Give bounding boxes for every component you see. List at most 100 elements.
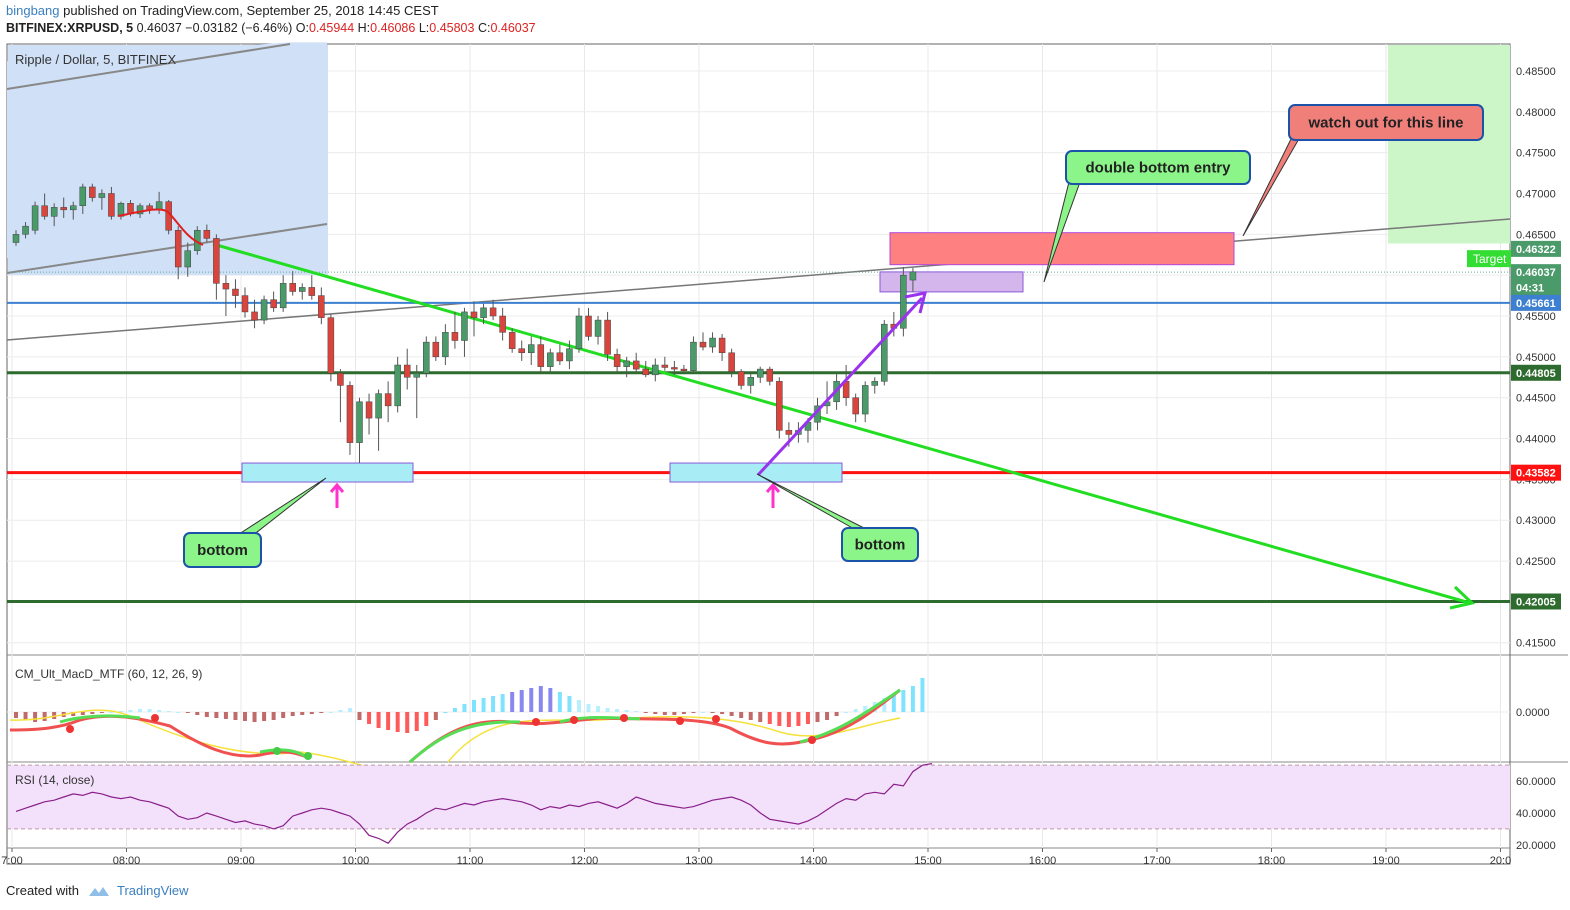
- low-value: 0.45803: [429, 21, 475, 35]
- candle-body: [528, 344, 535, 354]
- price-tick-label: 0.44500: [1516, 393, 1556, 405]
- candle-body: [365, 401, 373, 419]
- author-link[interactable]: bingbang: [6, 3, 60, 18]
- macd-histogram-bar: [777, 712, 782, 726]
- macd-histogram-bar: [109, 712, 114, 713]
- macd-histogram-bar: [195, 712, 200, 715]
- price-level-label: 0.46037: [1516, 267, 1556, 279]
- close-value: 0.46037: [490, 21, 536, 35]
- price-level-badge: [1511, 464, 1561, 481]
- low-label: L:: [418, 21, 430, 35]
- macd-histogram-bar: [252, 712, 257, 722]
- macd-histogram-bar: [433, 712, 438, 720]
- macd-histogram-bar: [805, 712, 810, 724]
- macd-histogram-bar: [834, 712, 839, 716]
- rsi-band: [8, 765, 1510, 829]
- time-tick-label: 12:00: [571, 855, 599, 867]
- candle-body: [652, 364, 659, 376]
- price-tick-label: 0.45500: [1516, 311, 1556, 323]
- watch-callout-box: [1288, 104, 1484, 141]
- bottom-callout-right-box: [841, 527, 919, 562]
- down-trendline-arrowhead: [1449, 585, 1476, 610]
- candle-body: [337, 372, 344, 386]
- candle-body: [384, 393, 392, 407]
- tradingview-link[interactable]: TradingView: [116, 883, 189, 898]
- candle-body: [709, 337, 716, 348]
- candle-body: [432, 341, 440, 358]
- candle-body: [308, 287, 316, 296]
- candle-body: [413, 372, 420, 378]
- candle-body: [690, 341, 697, 371]
- rsi-title: RSI (14, close): [15, 773, 94, 787]
- candle-body: [442, 332, 449, 358]
- candle-body: [423, 341, 430, 374]
- candle-body: [136, 205, 144, 215]
- macd-histogram-bar: [157, 710, 162, 712]
- candle-body: [575, 315, 583, 349]
- macd-histogram-bar: [691, 712, 696, 713]
- publish-info: published on TradingView.com, September …: [63, 3, 439, 18]
- macd-histogram-bar: [176, 712, 181, 713]
- candle-body: [718, 337, 726, 354]
- candle-body: [12, 234, 20, 243]
- candle-body: [747, 377, 754, 386]
- macd-histogram-bar: [243, 712, 247, 721]
- price-level-label: 0.46322: [1516, 244, 1556, 256]
- candle-body: [50, 207, 58, 217]
- candle-body: [279, 283, 287, 309]
- macd-histogram-bar: [605, 708, 610, 712]
- candle-body: [852, 397, 859, 415]
- macd-histogram-bar: [357, 712, 362, 720]
- macd-histogram-bar: [328, 712, 333, 713]
- price-level-badge: [1511, 240, 1561, 257]
- candle-body: [260, 299, 268, 321]
- target-label: Target: [1473, 252, 1507, 266]
- entry-callout-box: [1065, 150, 1251, 185]
- macd-histogram-bar: [901, 690, 906, 712]
- time-tick-label: 20:0: [1490, 855, 1511, 867]
- time-tick-label: 16:00: [1029, 855, 1057, 867]
- candle-body: [518, 348, 525, 354]
- candle-body: [60, 207, 67, 211]
- time-tick-label: 11:00: [457, 855, 484, 867]
- macd-histogram-bar: [853, 709, 858, 712]
- macd-histogram-bar: [300, 712, 305, 715]
- macd-histogram-bar: [624, 710, 629, 712]
- price-tick-label: 0.48000: [1516, 107, 1556, 119]
- candle-body: [728, 352, 735, 372]
- macd-histogram-bar: [615, 709, 620, 712]
- candle-body: [375, 393, 382, 419]
- candle-body: [289, 283, 296, 292]
- open-value: 0.45944: [308, 21, 355, 35]
- macd-cross-dot: [808, 736, 816, 744]
- candle-body: [776, 381, 783, 431]
- publish-header: bingbang published on TradingView.com, S…: [6, 3, 439, 18]
- high-value: 0.46086: [370, 21, 416, 35]
- candle-body: [537, 344, 545, 367]
- price-level-badge: [1511, 264, 1561, 281]
- macd-histogram-bar: [52, 712, 57, 719]
- price-tick-label: 0.42500: [1516, 556, 1556, 568]
- bottom-zone-left: [241, 462, 414, 483]
- macd-histogram-bar: [557, 692, 562, 712]
- rally-arrow: [756, 296, 924, 477]
- macd-histogram-bar: [42, 712, 47, 721]
- close-label: C:: [477, 21, 491, 35]
- macd-histogram-bar: [118, 711, 123, 712]
- macd-histogram-bar: [99, 712, 104, 713]
- macd-histogram-bar: [367, 712, 372, 724]
- time-tick-label: 15:00: [914, 855, 942, 867]
- candle-body: [671, 367, 678, 370]
- macd-line: [9, 688, 901, 764]
- macd-histogram-bar: [491, 696, 496, 712]
- bottom-marker-arrowhead: [329, 482, 345, 493]
- macd-histogram-bar: [910, 686, 915, 712]
- rally-arrowhead: [904, 291, 928, 314]
- macd-histogram-bar: [538, 686, 543, 712]
- macd-histogram-bar: [376, 712, 381, 728]
- bottom-callout-left-pointer: [234, 477, 327, 537]
- candle-body: [900, 274, 907, 329]
- candle-body: [470, 311, 478, 318]
- macd-histogram-bar: [23, 712, 28, 720]
